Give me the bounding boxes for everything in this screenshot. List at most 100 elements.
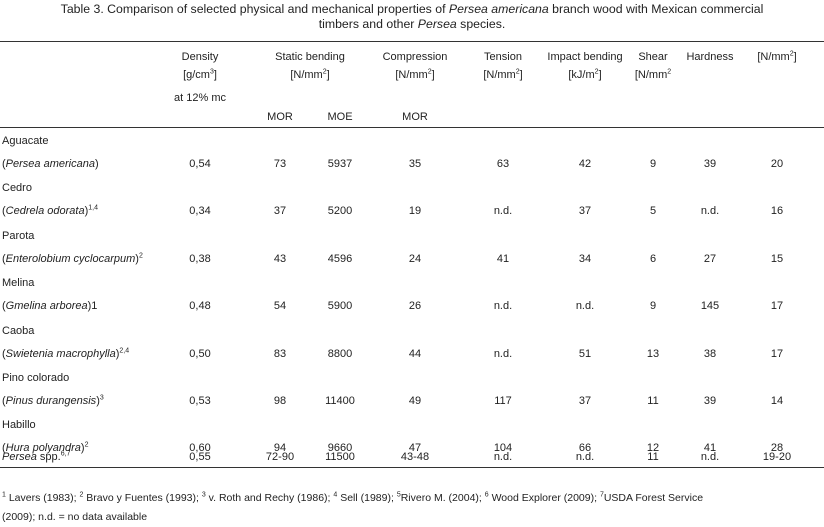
cell-moe: 9660 [327, 442, 353, 454]
cell-mor: 54 [273, 300, 287, 312]
caption-line-1: Table 3. Comparison of selected physical… [60, 2, 764, 16]
cell-density: 0,60 [189, 442, 211, 454]
cell-density: 0,53 [189, 395, 211, 407]
cell-density: 0,50 [189, 348, 211, 360]
footnote-reference: Rivero M. (2004); [400, 492, 485, 504]
cell-last: 14 [770, 395, 784, 407]
cell-shear: 11 [647, 451, 659, 463]
cell-last: 17 [770, 300, 784, 312]
scientific-name: Persea spp.6,7 [2, 450, 71, 463]
caption-line-2: timbers and other Persea species. [318, 17, 506, 31]
table-caption: Table 3. Comparison of selected physical… [0, 2, 824, 32]
scientific-name: (Swietenia macrophylla)2,4 [2, 347, 130, 360]
common-name: Habillo [2, 419, 36, 431]
header-static-unit: [N/mm2] [290, 68, 330, 81]
cell-mor: 72-90 [265, 451, 295, 463]
cell-hardness: 38 [703, 348, 717, 360]
cell-comp: 49 [408, 395, 422, 407]
header-shear: Shear [638, 51, 668, 63]
cell-moe: 4596 [327, 253, 353, 265]
header-static-mor: MOR [267, 111, 293, 123]
cell-density: 0,55 [189, 451, 211, 463]
cell-mor: 43 [273, 253, 287, 265]
header-compression-mor: MOR [402, 111, 428, 123]
cell-shear: 5 [649, 205, 657, 217]
cell-density: 0,48 [189, 300, 211, 312]
footnote-marker: 1 [2, 491, 6, 499]
cell-moe: 5937 [327, 158, 353, 170]
header-compression-unit: [N/mm2] [395, 68, 435, 81]
common-name: Cedro [2, 182, 32, 194]
cell-comp: 19 [408, 205, 422, 217]
footnote-marker: 2 [79, 491, 84, 499]
cell-shear: 9 [649, 300, 657, 312]
header-last-unit: [N/mm2] [757, 50, 797, 63]
footnote-marker: 7 [599, 491, 604, 499]
cell-comp: 43-48 [400, 451, 430, 463]
common-name: Aguacate [2, 135, 49, 147]
footnote-reference: v. Roth and Rechy (1986); [205, 492, 334, 504]
cell-tension: n.d. [493, 300, 513, 312]
header-static-bending: Static bending [275, 51, 345, 63]
footnote-reference: Sell (1989); [337, 492, 397, 504]
cell-last: 20 [770, 158, 784, 170]
cell-comp: 47 [408, 442, 422, 454]
scientific-name: (Enterolobium cyclocarpum)2 [2, 252, 143, 265]
cell-tension: n.d. [493, 205, 513, 217]
top-rule [0, 41, 824, 42]
cell-mor: 94 [273, 442, 287, 454]
header-impact-bending: Impact bending [547, 51, 623, 63]
cell-impact: 37 [578, 395, 592, 407]
common-name: Pino colorado [2, 372, 70, 384]
cell-shear: 11 [647, 395, 659, 407]
cell-density: 0,34 [189, 205, 211, 217]
scientific-name: (Cedrela odorata)1,4 [2, 204, 98, 217]
footnote-line-1: 1 Lavers (1983); 2 Bravo y Fuentes (1993… [2, 491, 703, 505]
common-name: Caoba [2, 325, 35, 337]
cell-tension: n.d. [493, 348, 513, 360]
cell-mor: 37 [273, 205, 287, 217]
cell-last: 19-20 [762, 451, 792, 463]
cell-comp: 26 [408, 300, 422, 312]
header-impact-unit: [kJ/m2] [568, 68, 602, 81]
cell-impact: n.d. [575, 300, 595, 312]
scientific-name: (Gmelina arborea)1 [2, 300, 98, 312]
header-rule [0, 127, 824, 128]
bottom-rule [0, 467, 824, 468]
footnote-reference: Lavers (1983); [5, 492, 80, 504]
footnote-marker: 4 [333, 491, 338, 499]
header-density: Density [181, 51, 219, 63]
cell-mor: 83 [273, 348, 287, 360]
header-density-unit: [g/cm3] [183, 68, 217, 81]
cell-hardness: 41 [703, 442, 717, 454]
common-name: Parota [2, 230, 35, 242]
cell-moe: 8800 [327, 348, 353, 360]
cell-impact: 42 [578, 158, 592, 170]
cell-last: 17 [770, 348, 784, 360]
cell-hardness: 39 [703, 158, 717, 170]
header-compression: Compression [382, 51, 448, 63]
header-density-condition: at 12% mc [174, 92, 226, 104]
cell-comp: 24 [408, 253, 422, 265]
cell-hardness: 27 [703, 253, 717, 265]
header-static-moe: MOE [327, 111, 353, 123]
cell-hardness: 145 [700, 300, 720, 312]
header-tension-unit: [N/mm2] [483, 68, 523, 81]
common-name: Melina [2, 277, 35, 289]
footnote-marker: 3 [201, 491, 206, 499]
cell-tension: 117 [494, 395, 512, 407]
scientific-name: (Persea americana) [2, 158, 99, 170]
header-tension: Tension [484, 51, 522, 63]
footnote-reference: Wood Explorer (2009); [488, 492, 600, 504]
cell-moe: 5200 [327, 205, 353, 217]
cell-impact: 66 [578, 442, 592, 454]
footnote-marker: 6 [484, 491, 489, 499]
cell-last: 15 [770, 253, 784, 265]
header-shear-unit: [N/mm2 [634, 68, 672, 81]
header-hardness: Hardness [686, 51, 734, 63]
cell-impact: 51 [578, 348, 592, 360]
cell-comp: 44 [408, 348, 422, 360]
footnote-reference: Bravo y Fuentes (1993); [83, 492, 202, 504]
cell-shear: 9 [649, 158, 657, 170]
cell-last: 28 [770, 442, 784, 454]
